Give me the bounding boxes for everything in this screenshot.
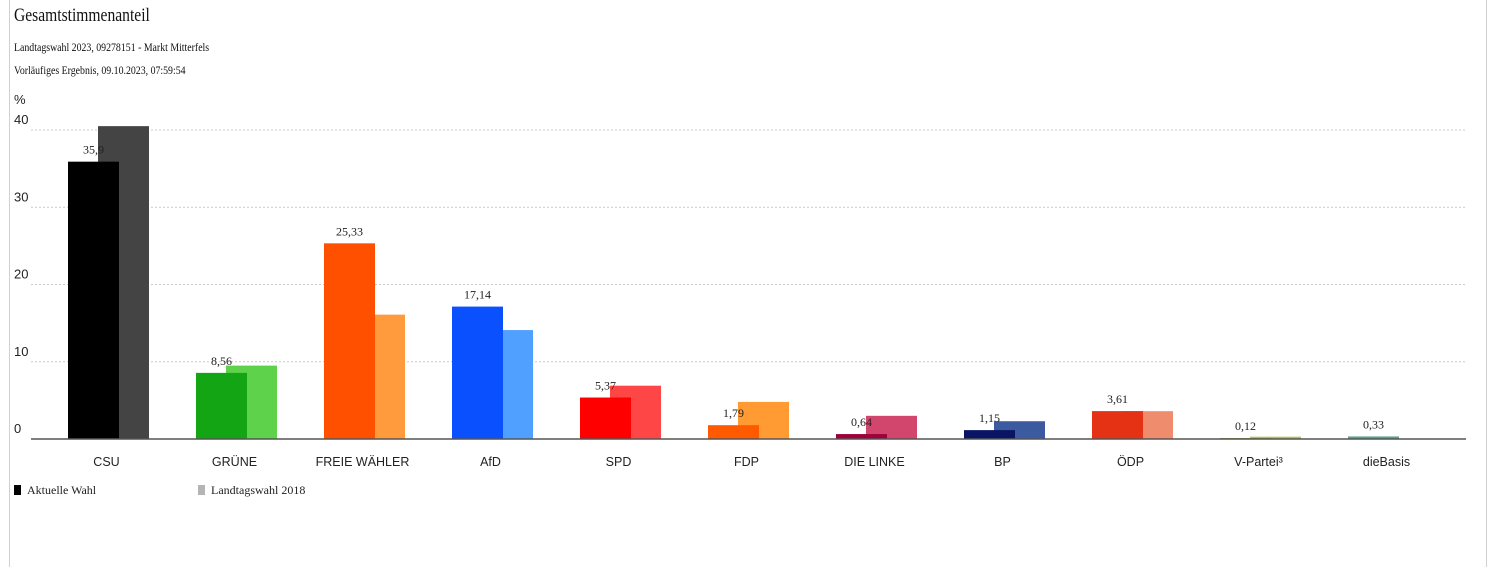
bar-value-label: 1,79 [723, 406, 744, 420]
bar-current [964, 430, 1015, 439]
bar-current [196, 372, 247, 439]
x-category-label: AfD [480, 455, 501, 469]
bar-current [1092, 411, 1143, 439]
bar-current [68, 161, 119, 440]
frame-right-border [1486, 0, 1487, 567]
bar-value-label: 8,56 [211, 354, 232, 368]
bar-current [324, 243, 375, 439]
bar-value-label: 5,37 [595, 379, 616, 393]
legend-label: Landtagswahl 2018 [211, 483, 305, 497]
chart-title: Gesamtstimmenanteil [14, 5, 150, 26]
bar-value-label: 1,15 [979, 411, 1000, 425]
bar-current [452, 306, 503, 439]
x-category-label: BP [994, 455, 1011, 469]
y-axis-unit-label: % [14, 92, 26, 107]
bar-current [580, 397, 631, 439]
x-category-label: dieBasis [1363, 455, 1410, 469]
x-category-label: CSU [93, 455, 119, 469]
bar-current [708, 425, 759, 439]
bar-value-label: 35,9 [83, 143, 104, 157]
y-tick-label: 20 [14, 267, 28, 282]
bar-2018 [866, 415, 917, 439]
legend-swatch [198, 485, 205, 495]
x-category-label: V-Partei³ [1234, 455, 1283, 469]
y-tick-label: 10 [14, 344, 28, 359]
frame-left-border [9, 0, 10, 567]
bar-value-label: 25,33 [336, 224, 363, 238]
bar-value-label: 0,12 [1235, 419, 1256, 433]
bar-current [836, 434, 887, 439]
bar-current [1348, 436, 1399, 439]
legend-label: Aktuelle Wahl [27, 483, 97, 497]
bar-2018 [1250, 436, 1301, 439]
x-category-label: FDP [734, 455, 759, 469]
x-category-label: SPD [606, 455, 632, 469]
y-tick-label: 40 [14, 112, 28, 127]
x-category-label: FREIE WÄHLER [316, 455, 410, 469]
bar-value-label: 3,61 [1107, 392, 1128, 406]
legend-swatch [14, 485, 21, 495]
chart-subtitle-2: Vorläufiges Ergebnis, 09.10.2023, 07:59:… [14, 63, 186, 77]
bar-value-label: 0,33 [1363, 417, 1384, 431]
x-category-label: ÖDP [1117, 455, 1144, 469]
y-tick-label: 30 [14, 189, 28, 204]
x-category-label: GRÜNE [212, 455, 257, 469]
bar-value-label: 17,14 [464, 288, 491, 302]
chart-subtitle-1: Landtagswahl 2023, 09278151 - Markt Mitt… [14, 40, 210, 54]
y-tick-label: 0 [14, 421, 21, 436]
x-category-label: DIE LINKE [844, 455, 904, 469]
bar-value-label: 0,64 [851, 415, 872, 429]
